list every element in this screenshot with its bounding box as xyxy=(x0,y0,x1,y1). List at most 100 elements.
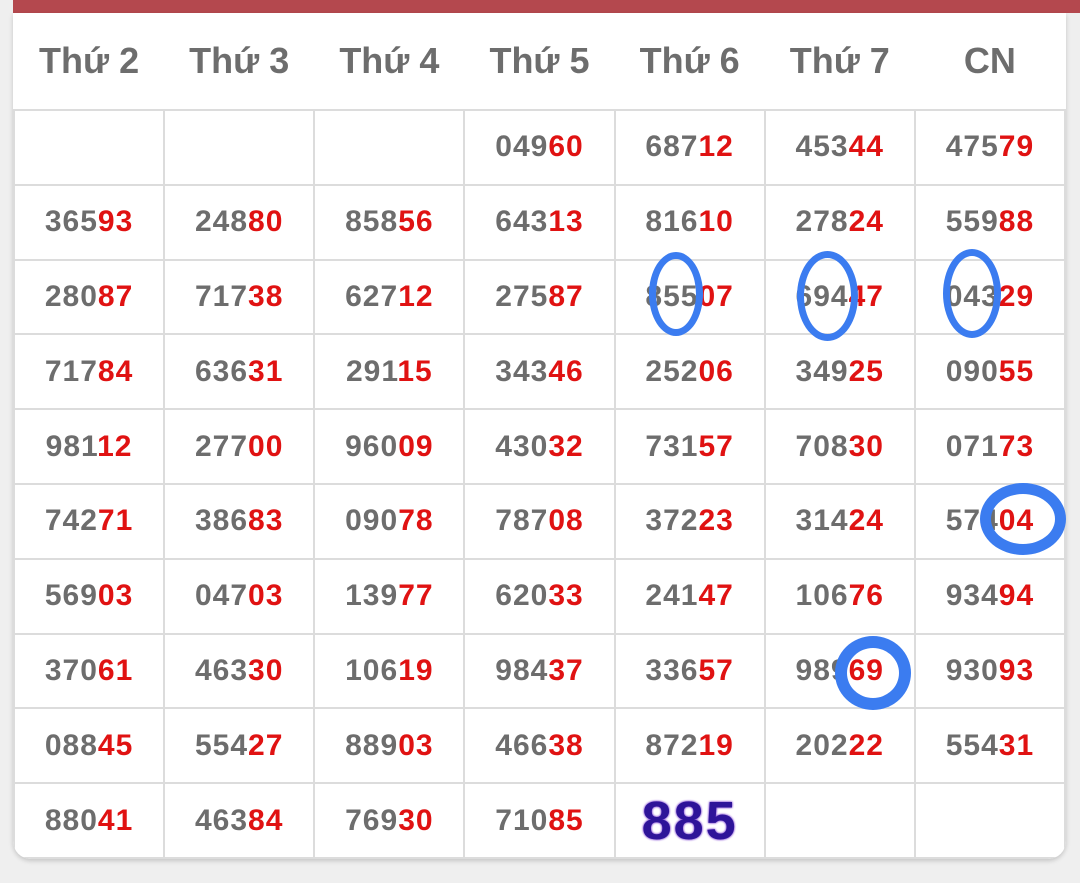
number-cell: 38683 xyxy=(163,482,316,560)
number-head-digits: 139 xyxy=(345,579,399,613)
number-tail-digits: 47 xyxy=(848,279,884,313)
number-head-digits: 280 xyxy=(44,279,98,313)
number-head-digits: 252 xyxy=(645,354,699,388)
results-card: Thứ 2 Thứ 3 Thứ 4 Thứ 5 Thứ 6 Thứ 7 CN 04960 68… xyxy=(13,13,1066,859)
number-cell: 09055 xyxy=(913,333,1066,411)
number-tail-digits: 24 xyxy=(848,205,884,239)
number-cell: 64313 xyxy=(463,183,616,261)
table-row: 37061 46330 10619 98437 33657 98969 93093 xyxy=(13,632,1066,710)
number-cell: 93093 xyxy=(913,632,1066,710)
number-tail-digits: 37 xyxy=(548,653,584,687)
number-head-digits: 643 xyxy=(495,205,549,239)
number-head-digits: 880 xyxy=(44,803,98,837)
number-head-digits: 858 xyxy=(345,205,399,239)
number-tail-digits: 47 xyxy=(698,579,734,613)
number-head-digits: 569 xyxy=(44,579,98,613)
number-head-digits: 475 xyxy=(945,130,999,164)
number-tail-digits: 13 xyxy=(548,205,584,239)
number-tail-digits: 76 xyxy=(848,579,884,613)
number-cell: 68712 xyxy=(613,109,766,186)
table-row: 98112 27700 96009 43032 73157 70830 07173 xyxy=(13,408,1066,485)
number-cell: 45344 xyxy=(763,109,916,186)
number-head-digits: 554 xyxy=(945,728,999,762)
number-head-digits: 930 xyxy=(945,653,999,687)
table-body: 04960 68712 45344 47579 36593 24880 85856 64313… xyxy=(13,109,1066,859)
number-tail-digits: 24 xyxy=(848,504,884,538)
number-tail-digits: 33 xyxy=(548,579,584,613)
number-cell: 24147 xyxy=(613,557,766,635)
number-tail-digits: 57 xyxy=(698,429,734,463)
number-tail-digits: 87 xyxy=(548,279,584,313)
table-row: 36593 24880 85856 64313 81610 27824 55988 xyxy=(13,183,1066,261)
number-cell: 04329 xyxy=(913,258,1066,336)
number-tail-digits: 38 xyxy=(248,279,284,313)
number-tail-digits: 84 xyxy=(248,803,284,837)
number-tail-digits: 10 xyxy=(698,205,734,239)
number-cell: 56903 xyxy=(13,557,166,635)
number-head-digits: 106 xyxy=(345,653,399,687)
number-tail-digits: 30 xyxy=(248,653,284,687)
number-head-digits: 989 xyxy=(795,653,849,687)
table-row: 74271 38683 09078 78708 37223 31424 57404 xyxy=(13,482,1066,560)
number-head-digits: 984 xyxy=(495,653,549,687)
table-row: 88041 46384 76930 71085 885 xyxy=(13,782,1066,859)
number-cell: 46638 xyxy=(463,707,616,785)
number-tail-digits: 04 xyxy=(998,504,1035,538)
number-cell: 36593 xyxy=(13,183,166,261)
highlight-number: 885 xyxy=(641,790,738,851)
column-header: Thứ 3 xyxy=(189,40,290,81)
number-cell: 81610 xyxy=(613,183,766,261)
number-head-digits: 463 xyxy=(194,653,249,687)
number-head-digits: 043 xyxy=(945,279,999,313)
number-head-digits: 559 xyxy=(945,205,999,239)
number-head-digits: 241 xyxy=(645,579,699,613)
column-header: Thứ 5 xyxy=(489,40,590,81)
number-tail-digits: 71 xyxy=(97,504,134,538)
number-head-digits: 106 xyxy=(795,579,849,613)
number-head-digits: 710 xyxy=(495,803,549,837)
number-tail-digits: 31 xyxy=(998,728,1035,762)
column-header: CN xyxy=(963,40,1016,81)
number-tail-digits: 73 xyxy=(998,429,1035,463)
number-tail-digits: 88 xyxy=(998,205,1035,239)
number-tail-digits: 79 xyxy=(998,130,1035,164)
number-tail-digits: 85 xyxy=(548,803,584,837)
number-cell: 87219 xyxy=(613,707,766,785)
number-head-digits: 047 xyxy=(194,579,249,613)
number-tail-digits: 44 xyxy=(848,130,884,164)
number-cell: 25206 xyxy=(613,333,766,411)
number-head-digits: 872 xyxy=(645,728,699,762)
number-cell xyxy=(163,109,316,186)
number-cell: 69447 xyxy=(763,258,916,336)
number-tail-digits: 32 xyxy=(548,429,584,463)
number-head-digits: 769 xyxy=(345,803,399,837)
number-cell xyxy=(913,782,1066,859)
number-cell: 85856 xyxy=(313,183,466,261)
number-cell: 96009 xyxy=(313,408,466,485)
number-head-digits: 343 xyxy=(495,354,549,388)
number-tail-digits: 56 xyxy=(398,205,434,239)
number-cell xyxy=(13,109,166,186)
table-row: 28087 71738 62712 27587 85507 69447 04329 xyxy=(13,258,1066,336)
number-head-digits: 453 xyxy=(795,130,849,164)
number-cell: 57404 xyxy=(913,482,1066,560)
number-cell: 27587 xyxy=(463,258,616,336)
number-tail-digits: 60 xyxy=(548,130,584,164)
number-tail-digits: 03 xyxy=(97,579,134,613)
number-head-digits: 708 xyxy=(795,429,849,463)
number-cell: 29115 xyxy=(313,333,466,411)
number-head-digits: 687 xyxy=(645,130,699,164)
number-head-digits: 694 xyxy=(795,279,849,313)
number-head-digits: 816 xyxy=(645,205,699,239)
number-head-digits: 742 xyxy=(44,504,98,538)
table-head-row: Thứ 2 Thứ 3 Thứ 4 Thứ 5 Thứ 6 Thứ 7 CN xyxy=(14,13,1065,110)
number-tail-digits: 19 xyxy=(398,653,434,687)
number-tail-digits: 03 xyxy=(398,728,434,762)
number-head-digits: 934 xyxy=(945,579,999,613)
number-head-digits: 466 xyxy=(495,728,549,762)
number-tail-digits: 84 xyxy=(97,354,134,388)
number-head-digits: 855 xyxy=(645,279,699,313)
number-tail-digits: 22 xyxy=(848,728,884,762)
number-head-digits: 386 xyxy=(194,504,249,538)
number-head-digits: 088 xyxy=(44,728,98,762)
